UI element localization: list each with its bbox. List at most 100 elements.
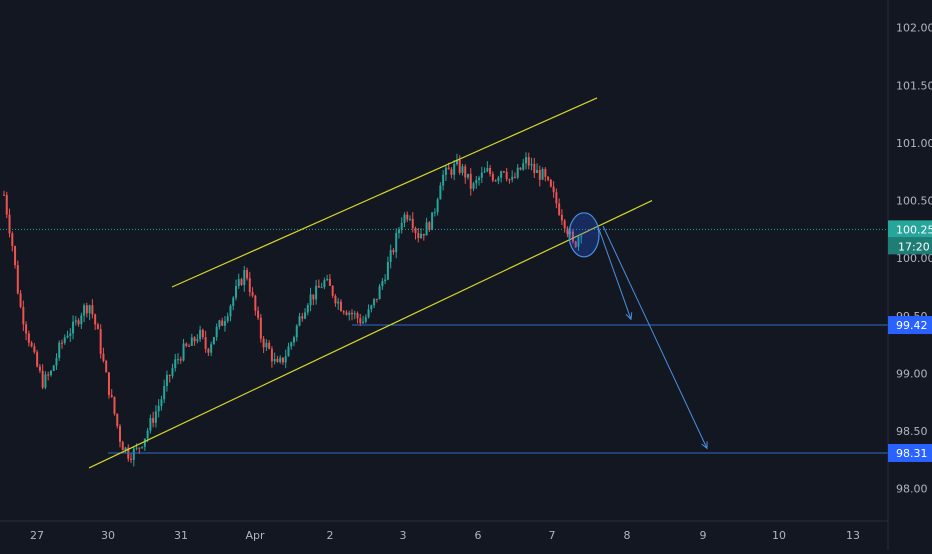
- candle: [337, 298, 340, 310]
- candle: [353, 310, 356, 320]
- candle: [237, 273, 240, 289]
- candle: [519, 167, 522, 171]
- candle: [262, 335, 265, 354]
- candle: [88, 304, 91, 321]
- candle: [317, 279, 320, 288]
- candle: [577, 235, 580, 251]
- candle: [96, 322, 99, 330]
- candle: [566, 226, 569, 238]
- candle: [27, 330, 30, 347]
- candle: [323, 277, 326, 290]
- candle: [121, 440, 124, 451]
- candle: [381, 278, 384, 290]
- candle: [25, 321, 28, 341]
- candle: [52, 364, 55, 372]
- candle: [110, 389, 113, 398]
- candle: [201, 328, 204, 340]
- candle: [160, 395, 163, 411]
- candle: [422, 233, 425, 241]
- candle: [516, 164, 519, 180]
- level-price-tag: 98.31: [888, 443, 932, 462]
- channel-lower-line[interactable]: [88, 200, 653, 469]
- candle: [107, 372, 110, 399]
- candle: [193, 336, 196, 346]
- candle: [41, 364, 44, 390]
- candle: [486, 161, 489, 173]
- candle: [251, 287, 254, 298]
- candle: [309, 287, 312, 312]
- candle: [541, 167, 544, 181]
- candle: [8, 208, 11, 238]
- candle: [348, 310, 351, 321]
- candle: [409, 215, 411, 222]
- candle: [522, 158, 525, 171]
- candle: [315, 279, 318, 305]
- candle: [157, 399, 160, 418]
- candle: [472, 181, 475, 192]
- candle: [154, 405, 157, 428]
- candle: [563, 219, 566, 233]
- candle: [547, 176, 550, 182]
- y-tick-label: 100.00: [896, 252, 932, 265]
- candle: [196, 334, 199, 344]
- candle: [19, 290, 22, 309]
- candle: [215, 323, 218, 341]
- y-tick-label: 100.50: [896, 195, 932, 208]
- highlight-ellipse[interactable]: [568, 212, 600, 258]
- candle: [334, 294, 337, 307]
- y-tick-label: 101.00: [896, 137, 932, 150]
- candle: [431, 212, 434, 231]
- candle: [5, 191, 8, 219]
- candle: [367, 304, 370, 319]
- x-tick-label: 9: [700, 529, 707, 542]
- candle: [85, 302, 88, 318]
- candle: [281, 357, 284, 365]
- candle: [560, 209, 563, 226]
- candle: [549, 178, 552, 188]
- candle: [356, 311, 359, 324]
- candle: [489, 164, 492, 177]
- candles-layer: [3, 152, 583, 467]
- candle: [223, 316, 226, 332]
- candle: [469, 168, 472, 196]
- candle: [428, 221, 431, 233]
- candle: [63, 334, 66, 345]
- candle: [453, 160, 456, 181]
- candle: [221, 317, 224, 326]
- candle: [254, 294, 257, 316]
- candle: [411, 212, 414, 233]
- candle: [185, 342, 188, 348]
- candle: [163, 379, 166, 404]
- candle: [130, 453, 133, 464]
- level-price-tag: 99.42: [888, 316, 932, 335]
- candle: [69, 328, 72, 342]
- candle: [171, 363, 174, 379]
- candle: [143, 438, 146, 451]
- candle: [312, 294, 315, 306]
- projection-arrow-1[interactable]: [597, 226, 633, 321]
- candle: [370, 304, 373, 313]
- candle: [439, 182, 442, 200]
- candle: [378, 283, 381, 300]
- y-tick-label: 98.00: [896, 483, 928, 496]
- candle: [295, 324, 298, 342]
- candle: [536, 163, 539, 173]
- candle: [190, 333, 193, 347]
- candle: [345, 310, 348, 316]
- candle: [342, 310, 345, 315]
- candle: [248, 271, 251, 297]
- candle: [293, 335, 295, 347]
- candle: [450, 167, 453, 179]
- drawings-layer: [0, 97, 888, 469]
- candle: [102, 347, 105, 363]
- candle: [359, 313, 362, 327]
- projection-arrow-2[interactable]: [602, 225, 708, 450]
- candle: [508, 178, 511, 184]
- candle: [555, 188, 558, 209]
- x-tick-label: 30: [101, 529, 115, 542]
- channel-upper-line[interactable]: [171, 97, 598, 288]
- x-tick-label: 27: [30, 529, 44, 542]
- candle: [320, 282, 323, 289]
- candle: [235, 279, 237, 301]
